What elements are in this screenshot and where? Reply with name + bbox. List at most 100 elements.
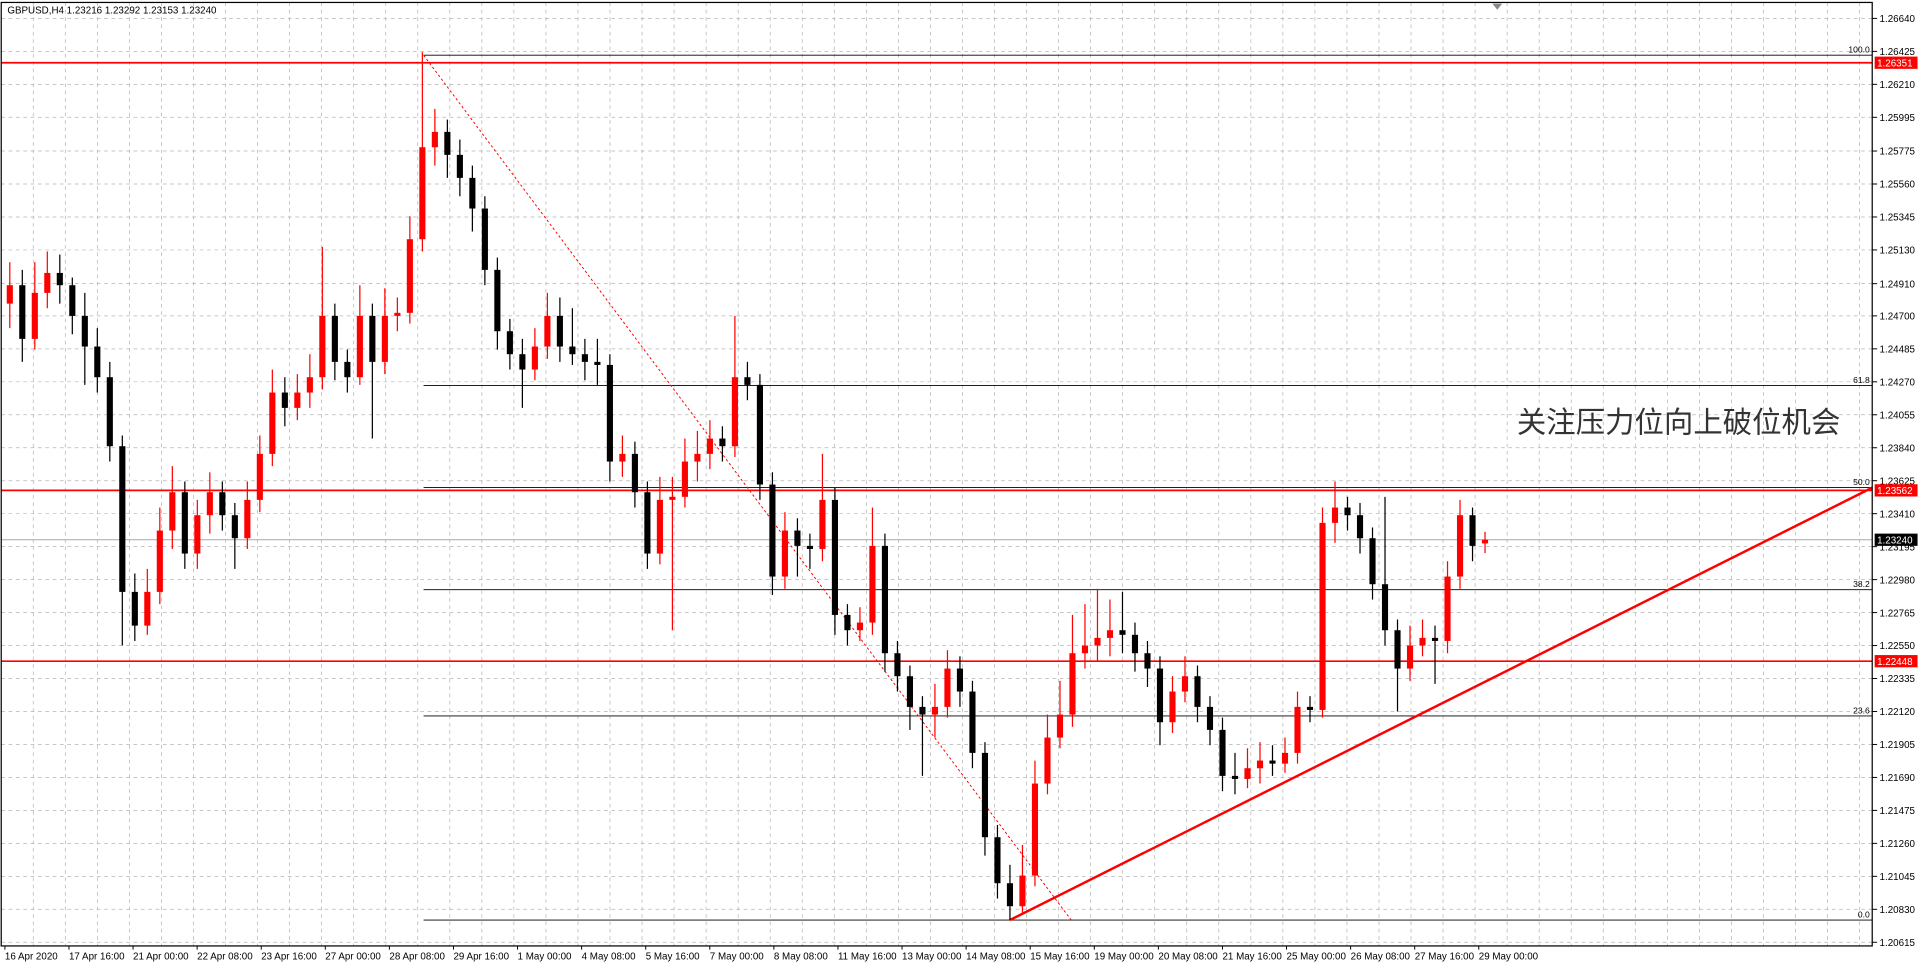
fib-label: 0.0 xyxy=(1858,910,1870,920)
y-tick-label: 1.25560 xyxy=(1880,180,1916,191)
y-tick-label: 1.21905 xyxy=(1880,740,1916,751)
candle-body xyxy=(1106,630,1114,638)
y-tick-label: 1.21045 xyxy=(1880,872,1916,883)
x-tick-label: 11 May 16:00 xyxy=(838,951,897,962)
y-tick-label: 1.23625 xyxy=(1880,476,1916,487)
candle-body xyxy=(756,384,763,485)
y-tick-label: 1.21475 xyxy=(1880,806,1916,817)
scroll-marker xyxy=(1492,3,1503,10)
candle-body xyxy=(844,614,851,631)
candle-body xyxy=(1131,634,1139,654)
candle-body xyxy=(931,706,939,715)
candle-body xyxy=(1119,630,1126,635)
candle-body xyxy=(131,591,138,626)
candle-body xyxy=(544,315,551,347)
candle-body xyxy=(381,315,388,362)
candle-body xyxy=(606,364,613,462)
candle-body xyxy=(856,622,863,631)
candle-body xyxy=(1269,760,1276,764)
candle-body xyxy=(56,272,63,286)
y-tick-label: 1.24700 xyxy=(1880,312,1916,323)
candle-body xyxy=(831,499,838,615)
y-tick-label: 1.26640 xyxy=(1880,14,1916,25)
candle-body xyxy=(619,453,626,462)
candle-body xyxy=(169,492,176,531)
candle-body xyxy=(869,545,876,623)
candle-body xyxy=(19,285,26,339)
candle-body xyxy=(531,346,538,370)
candle-body xyxy=(1456,515,1464,577)
candle-body xyxy=(406,239,413,313)
candle-body xyxy=(944,668,951,707)
grid xyxy=(1,2,1878,950)
candle-body xyxy=(69,285,76,316)
candle-body xyxy=(744,377,751,385)
candle-body xyxy=(1369,538,1376,585)
candle-body xyxy=(81,315,88,347)
candle-body xyxy=(1344,507,1351,516)
candle-body xyxy=(1181,676,1189,692)
y-tick-label: 1.24270 xyxy=(1880,377,1916,388)
candle-body xyxy=(194,515,201,554)
y-tick-label: 1.26210 xyxy=(1880,80,1916,91)
candle-body xyxy=(1281,752,1289,764)
x-tick-label: 19 May 00:00 xyxy=(1094,951,1154,962)
price-box xyxy=(1874,655,1918,668)
candle-body xyxy=(431,131,438,148)
candle-body xyxy=(156,530,163,592)
candle-body xyxy=(1356,515,1364,539)
x-tick-label: 29 Apr 16:00 xyxy=(453,951,509,962)
candle-body xyxy=(644,492,651,554)
x-tick-label: 14 May 08:00 xyxy=(966,951,1026,962)
trend-line xyxy=(1009,486,1873,922)
candle-body xyxy=(1481,539,1489,544)
candle-body xyxy=(1069,653,1076,715)
candle-body xyxy=(1419,637,1426,646)
candle-body xyxy=(906,676,914,707)
candle-body xyxy=(594,361,601,365)
chart-title: GBPUSD,H4 1.23216 1.23292 1.23153 1.2324… xyxy=(7,5,217,16)
candle-body xyxy=(231,515,238,539)
candle-body xyxy=(769,484,776,577)
candle-body xyxy=(106,377,113,447)
x-tick-label: 4 May 08:00 xyxy=(582,951,636,962)
price-box-label: 1.23240 xyxy=(1877,535,1913,546)
candle-body xyxy=(1156,668,1164,723)
candle-body xyxy=(956,668,964,692)
x-tick-label: 21 Apr 00:00 xyxy=(133,951,189,962)
candle-body xyxy=(281,392,288,408)
candle-body xyxy=(806,545,813,549)
candle-body xyxy=(1194,676,1201,707)
candle-body xyxy=(44,272,51,293)
y-tick-label: 1.23195 xyxy=(1880,542,1916,553)
candle-body xyxy=(1144,653,1151,669)
y-tick-label: 1.22120 xyxy=(1880,707,1916,718)
x-tick-label: 16 Apr 2020 xyxy=(5,951,58,962)
candle-body xyxy=(1431,637,1439,641)
candle-body xyxy=(1081,645,1089,654)
candle-body xyxy=(1381,584,1389,631)
candle-body xyxy=(1006,883,1014,907)
candle-body xyxy=(994,837,1001,884)
candle-body xyxy=(294,392,301,408)
candle-body xyxy=(419,147,426,240)
candle-body xyxy=(1394,630,1401,669)
x-tick-label: 17 Apr 16:00 xyxy=(69,951,125,962)
candle-body xyxy=(256,453,263,500)
x-tick-label: 27 May 16:00 xyxy=(1415,951,1475,962)
x-tick-label: 5 May 16:00 xyxy=(646,951,700,962)
candle-body xyxy=(1331,507,1339,523)
x-tick-label: 20 May 08:00 xyxy=(1158,951,1218,962)
marks xyxy=(1,52,1873,922)
plot-frame xyxy=(0,1,1873,947)
x-tick-label: 26 May 08:00 xyxy=(1351,951,1411,962)
candle-body xyxy=(206,492,213,516)
candle-body xyxy=(1306,706,1314,710)
x-tick-label: 22 Apr 08:00 xyxy=(197,951,253,962)
annotation: 关注压力位向上破位机会 xyxy=(1516,405,1841,440)
price-box xyxy=(1874,56,1918,69)
y-tick-label: 1.23840 xyxy=(1880,443,1916,454)
